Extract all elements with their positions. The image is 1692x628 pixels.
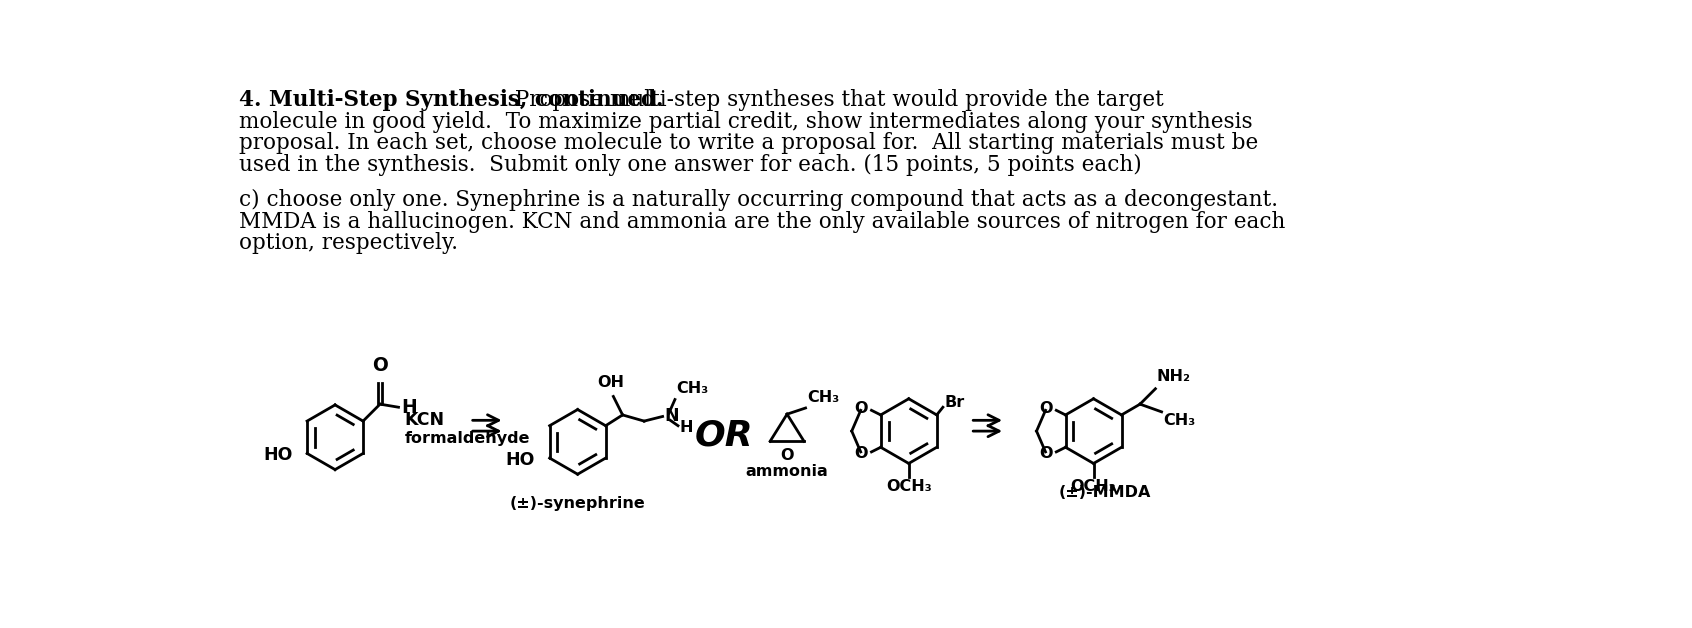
Text: O: O (372, 356, 387, 375)
Text: O: O (1039, 401, 1052, 416)
Text: used in the synthesis.  Submit only one answer for each. (15 points, 5 points ea: used in the synthesis. Submit only one a… (239, 154, 1142, 176)
Text: O: O (854, 446, 868, 461)
Text: OCH₃: OCH₃ (1071, 479, 1117, 494)
Text: CH₃: CH₃ (807, 390, 839, 405)
Text: MMDA is a hallucinogen. KCN and ammonia are the only available sources of nitrog: MMDA is a hallucinogen. KCN and ammonia … (239, 211, 1286, 233)
Text: O: O (854, 401, 868, 416)
Text: H: H (680, 420, 694, 435)
Text: molecule in good yield.  To maximize partial credit, show intermediates along yo: molecule in good yield. To maximize part… (239, 111, 1252, 133)
Text: 4. Multi-Step Synthesis, continued.: 4. Multi-Step Synthesis, continued. (239, 89, 663, 111)
Text: O: O (1039, 446, 1052, 461)
Text: OR: OR (695, 419, 753, 453)
Text: Propose multi-step syntheses that would provide the target: Propose multi-step syntheses that would … (508, 89, 1164, 111)
Text: (±)-MMDA: (±)-MMDA (1059, 485, 1151, 500)
Text: NH₂: NH₂ (1157, 369, 1191, 384)
Text: HO: HO (506, 451, 535, 468)
Text: c) choose only one. Synephrine is a naturally occurring compound that acts as a : c) choose only one. Synephrine is a natu… (239, 189, 1277, 212)
Text: N: N (665, 408, 678, 426)
Text: OH: OH (597, 376, 624, 390)
Text: H: H (401, 398, 418, 417)
Text: CH₃: CH₃ (1162, 413, 1195, 428)
Text: Br: Br (944, 395, 964, 410)
Text: option, respectively.: option, respectively. (239, 232, 459, 254)
Text: formaldehyde: formaldehyde (404, 431, 530, 447)
Text: OCH₃: OCH₃ (887, 479, 932, 494)
Text: KCN: KCN (404, 411, 445, 430)
Text: ammonia: ammonia (746, 464, 829, 479)
Text: O: O (780, 448, 794, 463)
Text: (±)-synephrine: (±)-synephrine (509, 495, 646, 511)
Text: HO: HO (264, 446, 293, 464)
Text: proposal. In each set, choose molecule to write a proposal for.  All starting ma: proposal. In each set, choose molecule t… (239, 133, 1259, 154)
Text: CH₃: CH₃ (677, 381, 709, 396)
